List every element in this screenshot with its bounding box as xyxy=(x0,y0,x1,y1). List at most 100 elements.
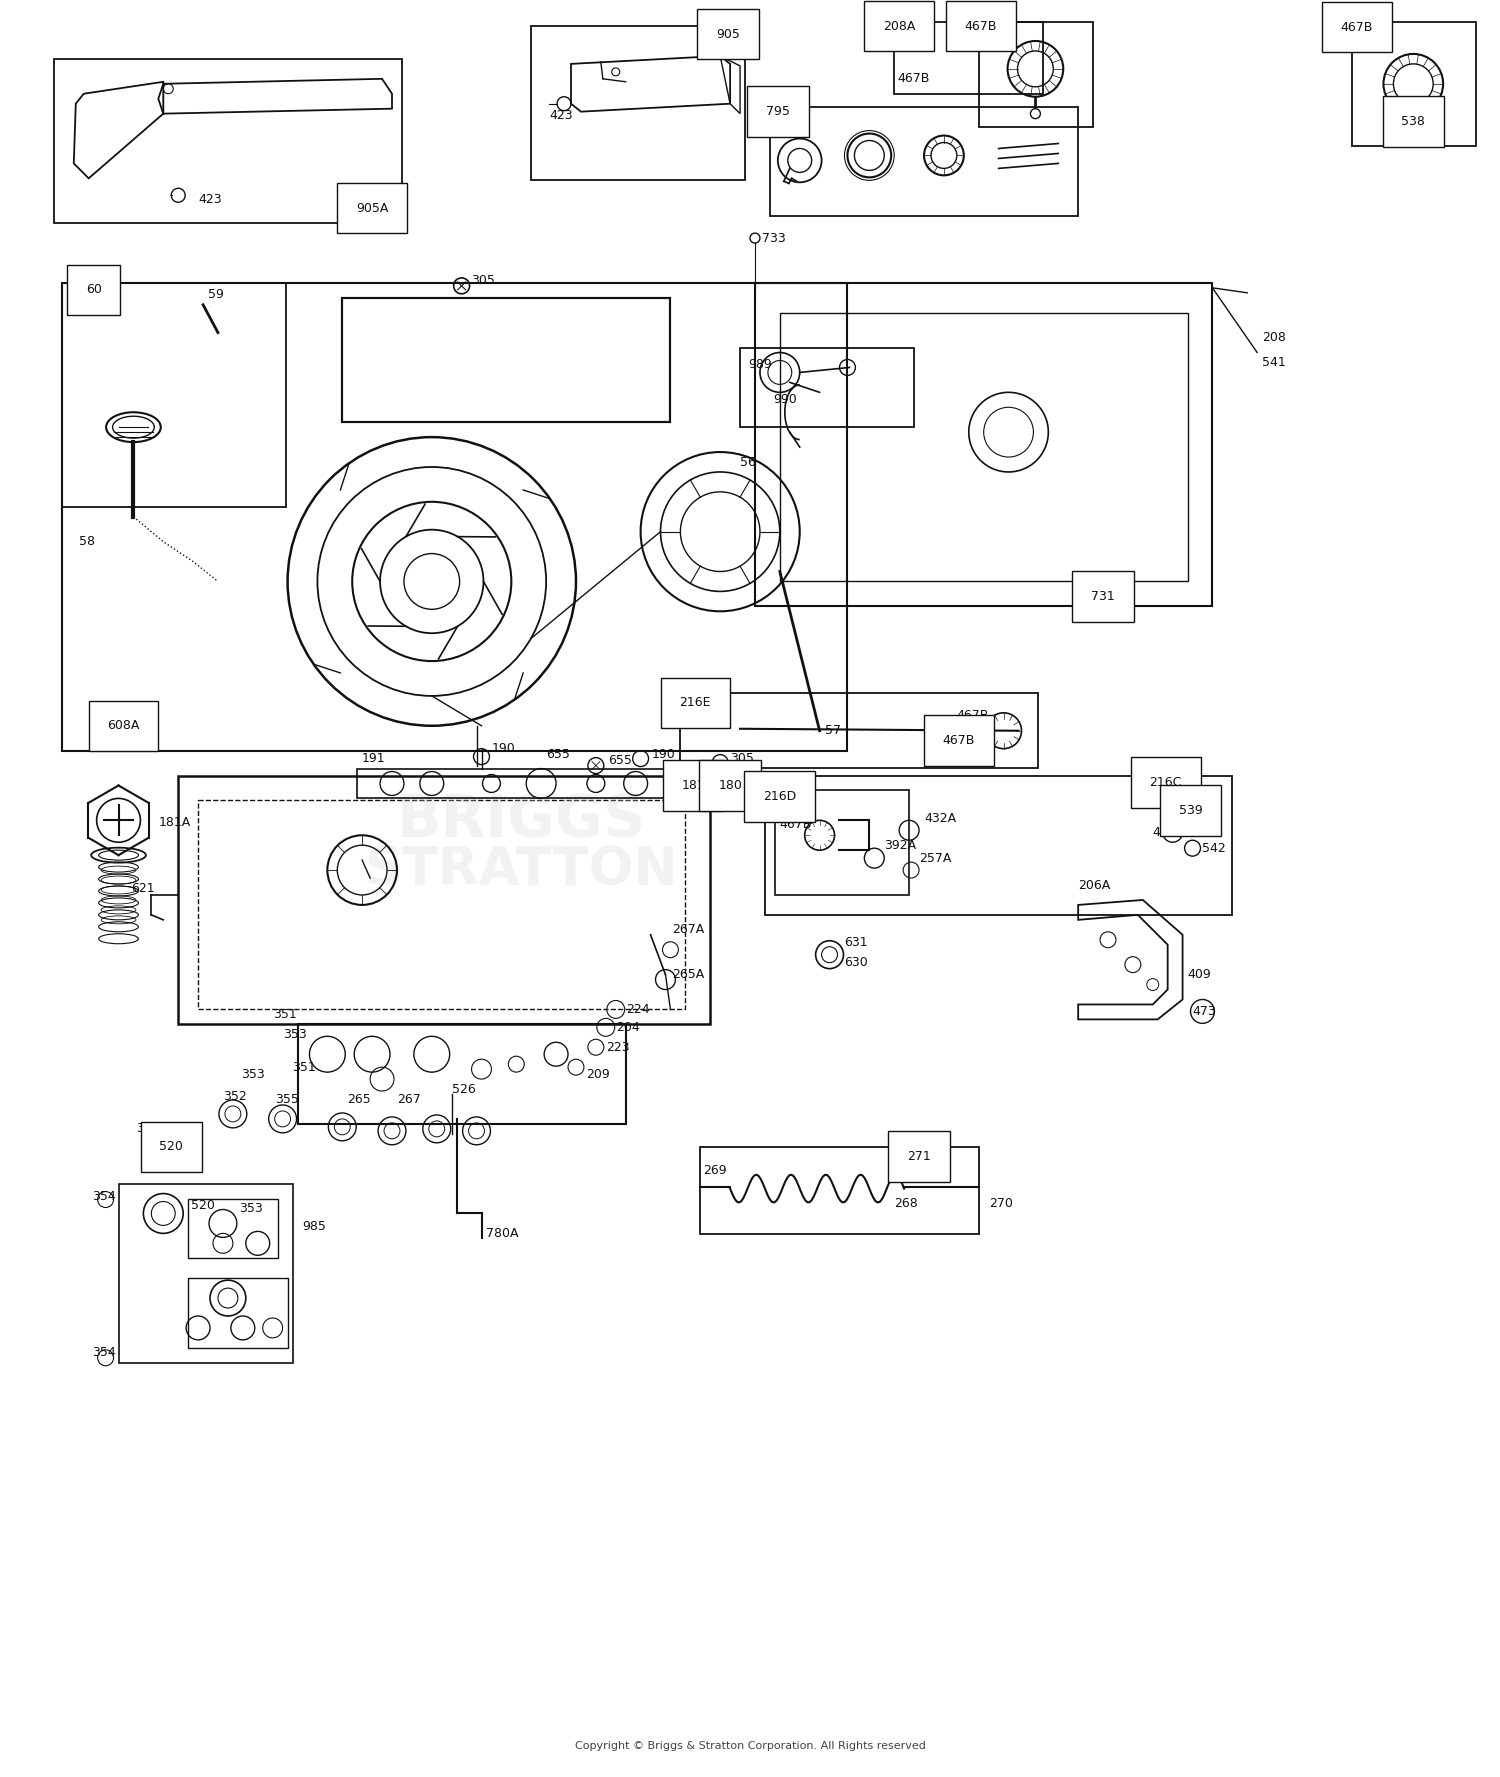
Text: 267: 267 xyxy=(398,1093,420,1105)
Text: 270: 270 xyxy=(988,1198,1012,1210)
Text: 181: 181 xyxy=(681,778,705,793)
Text: 223: 223 xyxy=(606,1041,630,1054)
Bar xyxy=(188,1278,288,1347)
Bar xyxy=(62,283,285,506)
Text: 305: 305 xyxy=(730,752,754,766)
Bar xyxy=(740,348,914,426)
Text: 353: 353 xyxy=(282,1027,306,1041)
Text: 473: 473 xyxy=(1192,1006,1216,1018)
Text: 351: 351 xyxy=(273,1008,297,1022)
Text: 467B: 467B xyxy=(942,734,975,746)
Bar xyxy=(342,299,670,423)
Text: 353: 353 xyxy=(238,1201,262,1215)
Text: 905A: 905A xyxy=(356,203,388,215)
Text: 621: 621 xyxy=(132,881,154,894)
Text: 467B: 467B xyxy=(897,73,930,85)
Text: 352: 352 xyxy=(224,1089,246,1102)
Text: 216D: 216D xyxy=(764,791,796,803)
Bar xyxy=(54,59,402,224)
Text: 780A: 780A xyxy=(486,1226,519,1240)
Text: 190: 190 xyxy=(651,748,675,761)
Text: 423: 423 xyxy=(198,192,222,206)
Circle shape xyxy=(1408,124,1419,133)
Text: 57: 57 xyxy=(825,725,840,737)
Bar xyxy=(178,775,710,1024)
Text: 655: 655 xyxy=(546,748,570,761)
Text: 265A: 265A xyxy=(672,968,705,981)
Text: 414: 414 xyxy=(1152,826,1176,839)
Text: 267A: 267A xyxy=(672,924,705,936)
Text: 204: 204 xyxy=(615,1020,639,1034)
Text: 268: 268 xyxy=(894,1198,918,1210)
Text: 181A: 181A xyxy=(159,816,190,828)
Text: 539: 539 xyxy=(1179,803,1203,817)
Text: 392A: 392A xyxy=(884,839,916,851)
Bar xyxy=(198,800,686,1009)
Text: 58: 58 xyxy=(78,535,94,547)
Text: 520: 520 xyxy=(190,1199,214,1212)
Text: 541: 541 xyxy=(1262,355,1286,370)
Text: 542: 542 xyxy=(1203,842,1225,855)
Text: 224: 224 xyxy=(626,1002,650,1016)
Text: 269: 269 xyxy=(704,1164,728,1176)
Text: 206A: 206A xyxy=(1078,878,1110,892)
Text: 985: 985 xyxy=(303,1219,327,1233)
Text: 190: 190 xyxy=(492,743,514,755)
Text: 631: 631 xyxy=(844,936,868,949)
Text: 180: 180 xyxy=(718,778,742,793)
Text: 905: 905 xyxy=(716,27,740,41)
Bar xyxy=(357,769,675,798)
Text: 423: 423 xyxy=(549,108,573,123)
Text: 409: 409 xyxy=(1188,968,1212,981)
Bar xyxy=(188,1198,278,1258)
Bar xyxy=(780,313,1188,581)
Text: 467B: 467B xyxy=(957,709,988,721)
Text: 353: 353 xyxy=(136,1123,160,1136)
Text: 733: 733 xyxy=(762,231,786,245)
Text: 59: 59 xyxy=(209,288,224,302)
Bar xyxy=(978,21,1094,126)
Text: 265: 265 xyxy=(346,1093,370,1105)
Text: 60: 60 xyxy=(86,283,102,297)
Text: 56: 56 xyxy=(740,455,756,469)
Text: 216E: 216E xyxy=(680,697,711,709)
Text: 355: 355 xyxy=(274,1093,298,1105)
Text: 731: 731 xyxy=(1090,590,1114,602)
Text: 432A: 432A xyxy=(924,812,956,825)
Bar xyxy=(1352,21,1476,146)
Text: 795: 795 xyxy=(766,105,790,117)
Bar xyxy=(894,21,1044,94)
Text: 191: 191 xyxy=(362,752,386,766)
Bar xyxy=(62,283,847,750)
Text: 208: 208 xyxy=(1262,331,1286,345)
Circle shape xyxy=(1030,108,1041,119)
Text: 990: 990 xyxy=(772,393,796,405)
Text: 208A: 208A xyxy=(884,20,915,32)
Text: 520: 520 xyxy=(159,1141,183,1153)
Text: 209: 209 xyxy=(586,1068,609,1080)
Text: Copyright © Briggs & Stratton Corporation. All Rights reserved: Copyright © Briggs & Stratton Corporatio… xyxy=(574,1741,926,1750)
Text: 989: 989 xyxy=(748,357,772,371)
Text: 305: 305 xyxy=(471,274,495,288)
Text: 354: 354 xyxy=(92,1347,116,1359)
Text: 353: 353 xyxy=(242,1068,264,1080)
Bar xyxy=(776,791,909,896)
Text: 655: 655 xyxy=(608,753,631,768)
Bar xyxy=(297,1024,626,1123)
Text: 354: 354 xyxy=(92,1191,116,1203)
Text: 630: 630 xyxy=(844,956,868,968)
Text: 351: 351 xyxy=(292,1061,316,1073)
Text: STRATTON: STRATTON xyxy=(364,844,678,896)
Text: 608A: 608A xyxy=(108,720,140,732)
Bar xyxy=(118,1183,292,1363)
Text: 216C: 216C xyxy=(1149,777,1182,789)
Text: 467B: 467B xyxy=(780,817,812,832)
Bar xyxy=(765,775,1233,915)
Text: 271: 271 xyxy=(908,1150,932,1164)
Bar xyxy=(754,283,1212,606)
Bar xyxy=(681,693,1038,768)
Text: 467B: 467B xyxy=(1341,21,1372,34)
Text: BRIGGS: BRIGGS xyxy=(396,793,646,849)
Text: 467B: 467B xyxy=(964,20,998,32)
Bar xyxy=(700,1146,978,1235)
